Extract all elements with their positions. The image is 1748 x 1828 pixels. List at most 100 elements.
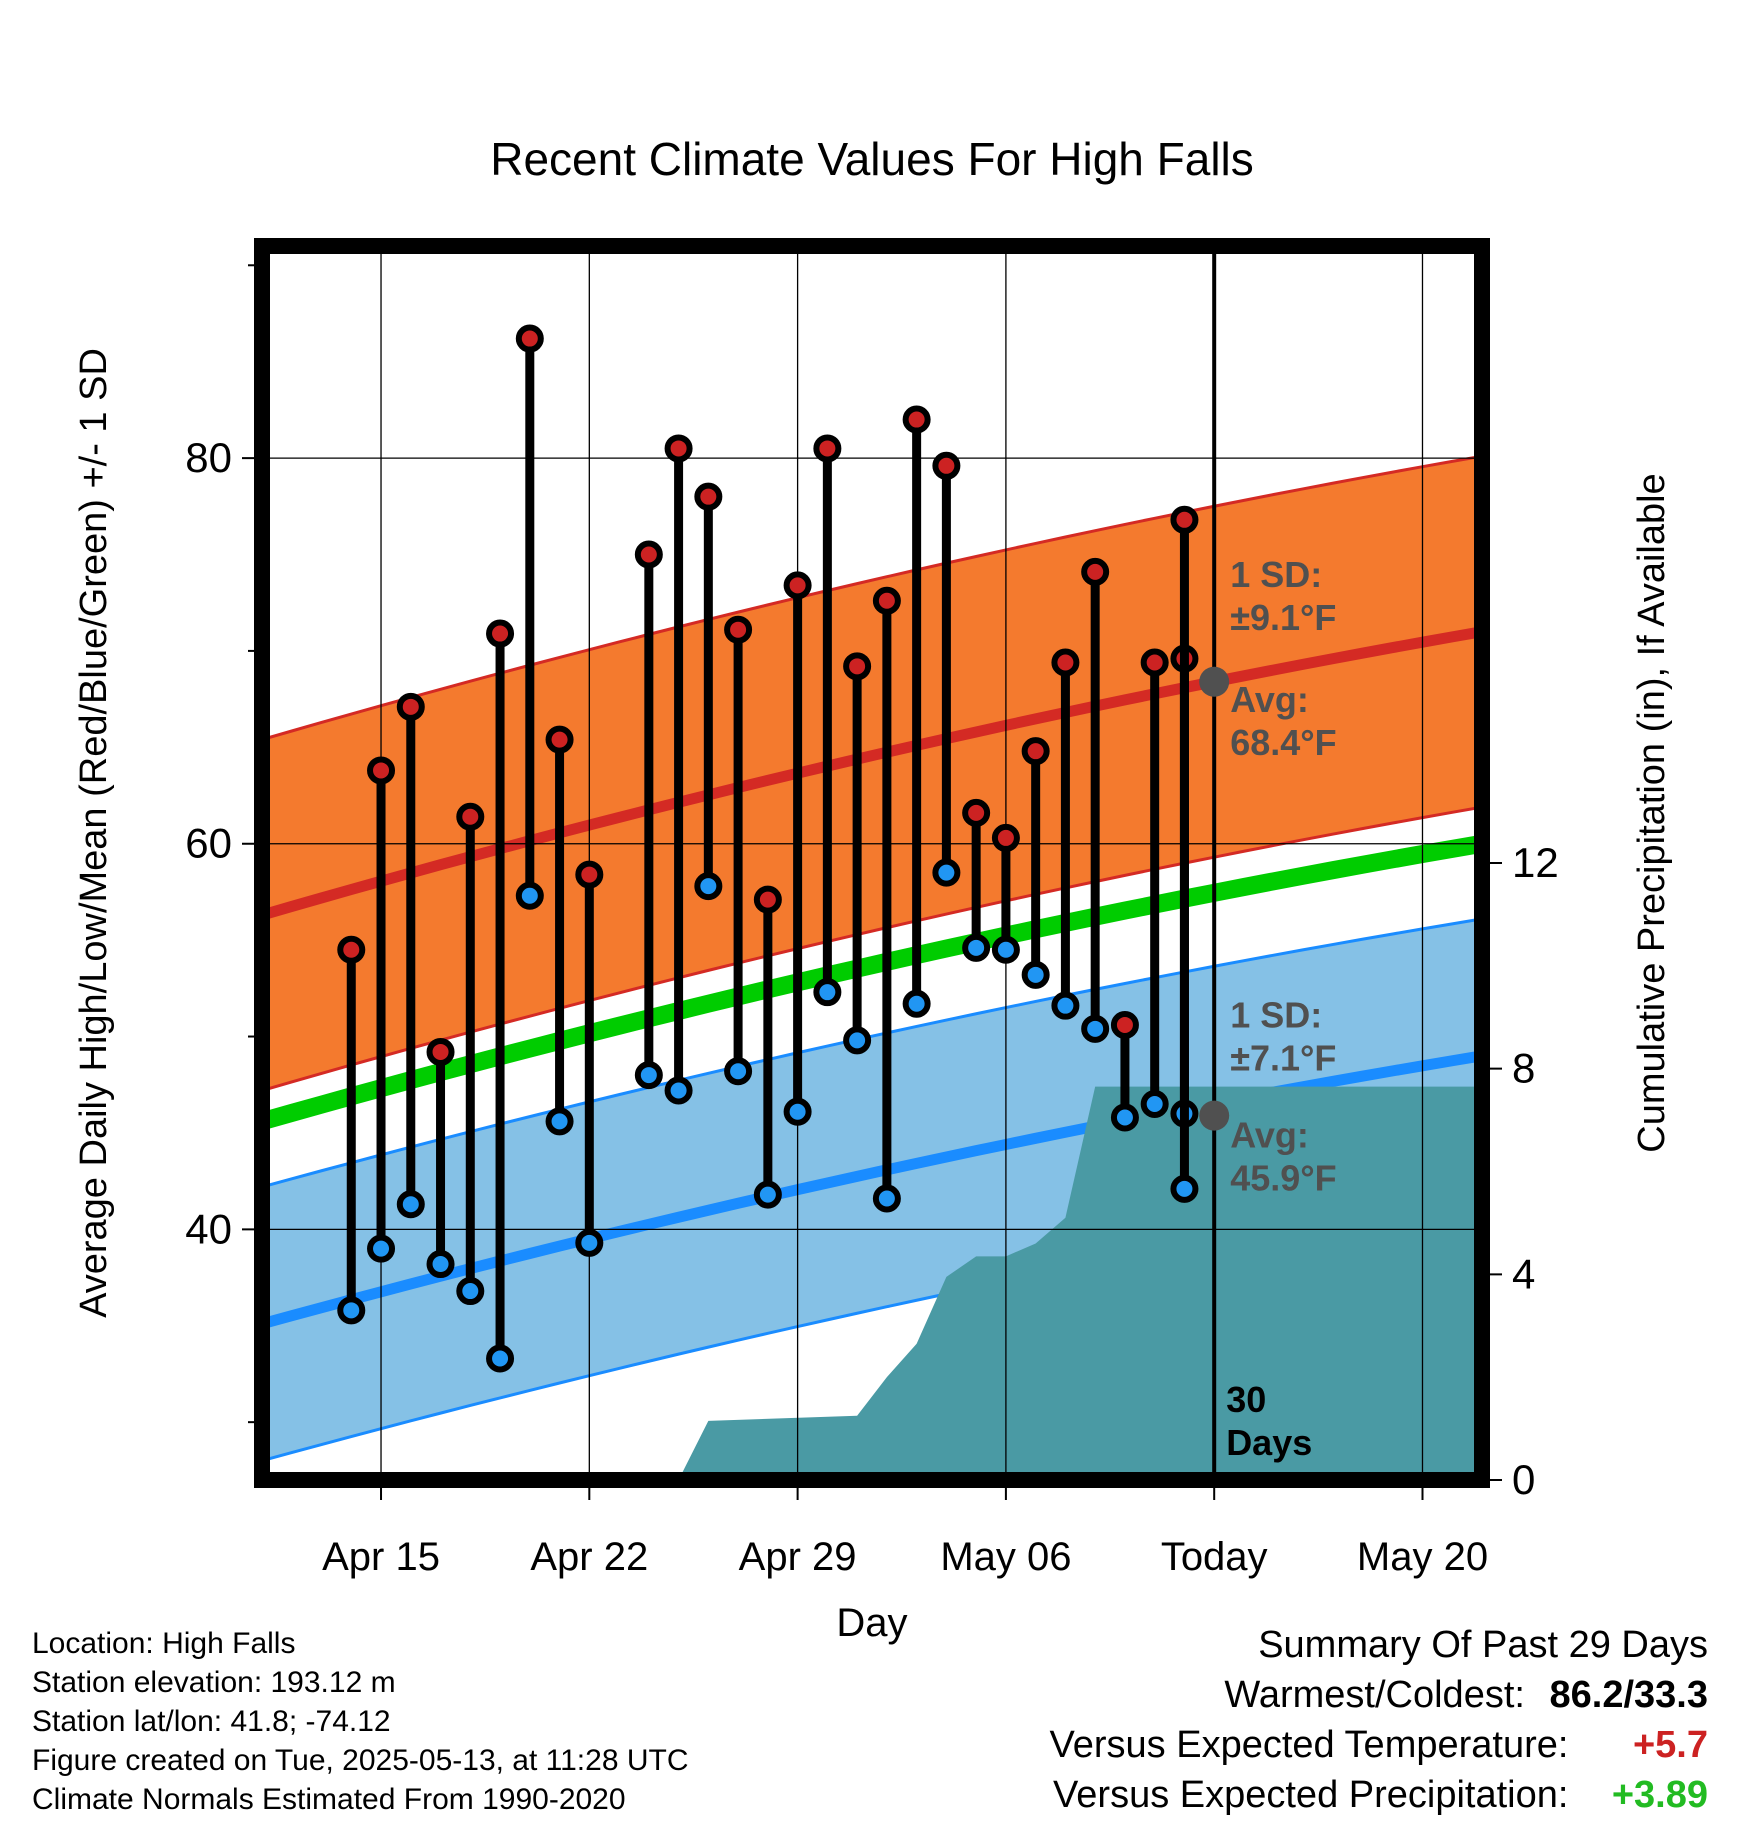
summary-header: Summary Of Past 29 Days (1258, 1624, 1708, 1666)
low-point (872, 1184, 901, 1213)
low-point (515, 881, 544, 910)
high-point (1140, 648, 1169, 677)
high-point (1051, 648, 1080, 677)
warm-cold-label: Warmest/Coldest: (1224, 1674, 1525, 1716)
high-point (486, 619, 515, 648)
high-avg-label: Avg: (1230, 679, 1309, 720)
y-tick-label: 40 (185, 1205, 232, 1252)
y2-tick-label: 4 (1512, 1250, 1535, 1297)
low-sd-label: 1 SD: (1230, 995, 1322, 1036)
low-point (456, 1277, 485, 1306)
x-tick-label: Apr 29 (739, 1535, 857, 1579)
low-point (664, 1076, 693, 1105)
x-tick-label: Apr 15 (322, 1535, 440, 1579)
low-point (396, 1190, 425, 1219)
high-point (1170, 505, 1199, 534)
x-tick-label: May 20 (1357, 1535, 1488, 1579)
low-point (813, 978, 842, 1007)
y2-axis-label: Cumulative Precipitation (in), If Availa… (1631, 473, 1673, 1152)
x-tick-label: Apr 22 (530, 1535, 648, 1579)
latlon-text: Station lat/lon: 41.8; -74.12 (32, 1705, 391, 1738)
location-text: Location: High Falls (32, 1627, 296, 1660)
low-point (545, 1107, 574, 1136)
high-point (694, 482, 723, 511)
low-point (902, 989, 931, 1018)
mean-avg-line (262, 834, 1482, 1131)
high-point (783, 571, 812, 600)
high-point (991, 823, 1020, 852)
high-point (337, 935, 366, 964)
high-point (1110, 1010, 1139, 1039)
low-point (694, 872, 723, 901)
x-tick-label: Today (1161, 1535, 1268, 1579)
precip-value: +3.89 (1611, 1774, 1708, 1816)
low-avg-label: Avg: (1230, 1115, 1309, 1156)
today-high-avg-marker (1199, 666, 1230, 697)
plot-area (262, 246, 1482, 1480)
temp-value: +5.7 (1632, 1724, 1708, 1766)
high-point (753, 885, 782, 914)
low-point (634, 1061, 663, 1090)
x-tick-label: May 06 (940, 1535, 1071, 1579)
high-sd-value: ±9.1°F (1230, 597, 1336, 638)
y-tick-label: 80 (185, 434, 232, 481)
high-point (902, 405, 931, 434)
low-sd-band (262, 918, 1482, 1461)
low-point (367, 1234, 396, 1263)
daily-stems (337, 324, 1199, 1373)
low-point (1170, 1174, 1199, 1203)
summary-panel: Summary Of Past 29 Days Warmest/Coldest:… (1050, 1620, 1708, 1820)
warm-cold-value: 86.2/33.3 (1549, 1674, 1708, 1716)
y-tick-label: 60 (185, 820, 232, 867)
y-axis-label: Average Daily High/Low/Mean (Red/Blue/Gr… (73, 348, 115, 1318)
elevation-text: Station elevation: 193.12 m (32, 1666, 396, 1699)
low-point (991, 935, 1020, 964)
low-point (486, 1344, 515, 1373)
low-avg-value: 45.9°F (1230, 1158, 1336, 1199)
temp-label: Versus Expected Temperature: (1049, 1724, 1569, 1766)
high-point (932, 451, 961, 480)
days-label-text: Days (1226, 1422, 1312, 1463)
low-point (753, 1180, 782, 1209)
high-point (843, 652, 872, 681)
low-point (724, 1057, 753, 1086)
summary-precip: Versus Expected Precipitation: +3.89 (1050, 1770, 1708, 1820)
high-point (575, 860, 604, 889)
summary-temp: Versus Expected Temperature: +5.7 (1050, 1720, 1708, 1770)
low-point (1110, 1103, 1139, 1132)
high-point (634, 540, 663, 569)
high-sd-band (262, 456, 1482, 1091)
precip-label: Versus Expected Precipitation: (1053, 1774, 1569, 1816)
high-avg-line (262, 626, 1482, 921)
high-point (456, 802, 485, 831)
high-point (1021, 737, 1050, 766)
y2-tick-label: 0 (1512, 1456, 1535, 1503)
high-point (962, 798, 991, 827)
station-info: Location: High Falls Station elevation: … (32, 1624, 689, 1819)
high-point (545, 725, 574, 754)
high-point (426, 1037, 455, 1066)
low-point (843, 1026, 872, 1055)
high-sd-upper-line (262, 454, 1482, 742)
low-point (1021, 960, 1050, 989)
low-point (1140, 1090, 1169, 1119)
normals-text: Climate Normals Estimated From 1990-2020 (32, 1783, 626, 1816)
low-point (575, 1228, 604, 1257)
y2-tick-label: 12 (1512, 839, 1559, 886)
summary-warm-cold: Warmest/Coldest: 86.2/33.3 (1050, 1670, 1708, 1720)
high-point (872, 586, 901, 615)
today-low-avg-marker (1199, 1100, 1230, 1131)
low-sd-value: ±7.1°F (1230, 1038, 1336, 1079)
high-point (664, 434, 693, 463)
high-point (396, 692, 425, 721)
created-text: Figure created on Tue, 2025-05-13, at 11… (32, 1744, 689, 1777)
days-label-number: 30 (1226, 1379, 1266, 1420)
high-point (724, 615, 753, 644)
high-sd-label: 1 SD: (1230, 554, 1322, 595)
y2-tick-label: 8 (1512, 1045, 1535, 1092)
high-sd-lower-line (262, 805, 1482, 1092)
high-avg-value: 68.4°F (1230, 722, 1336, 763)
low-point (337, 1296, 366, 1325)
high-point (515, 324, 544, 353)
low-point (962, 933, 991, 962)
